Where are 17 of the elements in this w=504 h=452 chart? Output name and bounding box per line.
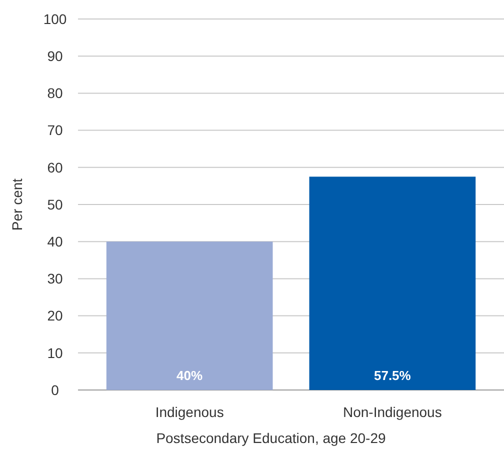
x-axis-title: Postsecondary Education, age 20-29: [156, 430, 386, 446]
y-tick-label: 30: [47, 270, 63, 287]
x-tick-label: Indigenous: [155, 404, 224, 420]
x-tick-label: Non-Indigenous: [343, 404, 442, 420]
y-tick-label: 0: [51, 382, 60, 398]
y-axis-title: Per cent: [9, 178, 25, 231]
data-label: 40%: [176, 368, 204, 383]
y-tick-label: 100: [43, 10, 67, 27]
y-tick-label: 40: [47, 234, 63, 250]
y-tick-label: 80: [47, 85, 63, 102]
y-tick-label: 50: [47, 196, 63, 212]
data-label: 57.5%: [374, 368, 412, 383]
y-tick-label: 60: [47, 159, 63, 176]
y-tick-label: 90: [47, 48, 63, 64]
y-tick-label: 70: [47, 122, 63, 138]
y-tick-label: 20: [47, 308, 63, 324]
y-tick-label: 10: [47, 344, 63, 361]
